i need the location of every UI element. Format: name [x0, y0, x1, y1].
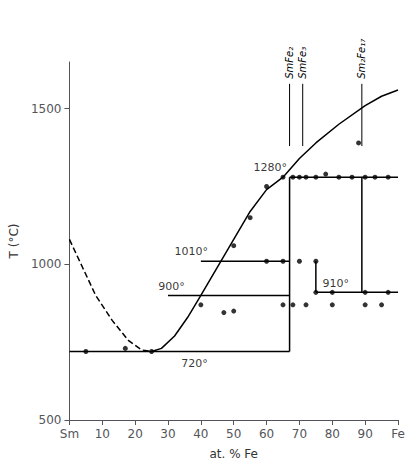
svg-text:SmFe₂: SmFe₂: [284, 47, 295, 79]
svg-text:1000: 1000: [31, 257, 62, 271]
svg-text:90: 90: [358, 427, 373, 441]
svg-text:910°: 910°: [322, 277, 349, 290]
svg-text:T (°C): T (°C): [7, 224, 21, 260]
svg-text:50: 50: [226, 427, 241, 441]
svg-text:Fe: Fe: [391, 427, 405, 441]
svg-text:70: 70: [292, 427, 307, 441]
svg-text:30: 30: [160, 427, 175, 441]
svg-text:Sm₂Fe₁₇: Sm₂Fe₁₇: [356, 39, 367, 79]
svg-text:Sm: Sm: [60, 427, 79, 441]
svg-text:900°: 900°: [158, 280, 185, 293]
svg-text:20: 20: [128, 427, 143, 441]
svg-text:10: 10: [95, 427, 110, 441]
svg-text:500: 500: [39, 413, 62, 427]
svg-text:40: 40: [193, 427, 208, 441]
svg-text:1280°: 1280°: [253, 161, 287, 174]
svg-text:720°: 720°: [181, 357, 208, 370]
svg-text:1500: 1500: [31, 102, 62, 116]
svg-text:60: 60: [259, 427, 274, 441]
svg-text:80: 80: [325, 427, 340, 441]
svg-text:at. % Fe: at. % Fe: [209, 447, 258, 461]
svg-text:SmFe₃: SmFe₃: [297, 47, 308, 79]
svg-text:1010°: 1010°: [175, 245, 209, 258]
